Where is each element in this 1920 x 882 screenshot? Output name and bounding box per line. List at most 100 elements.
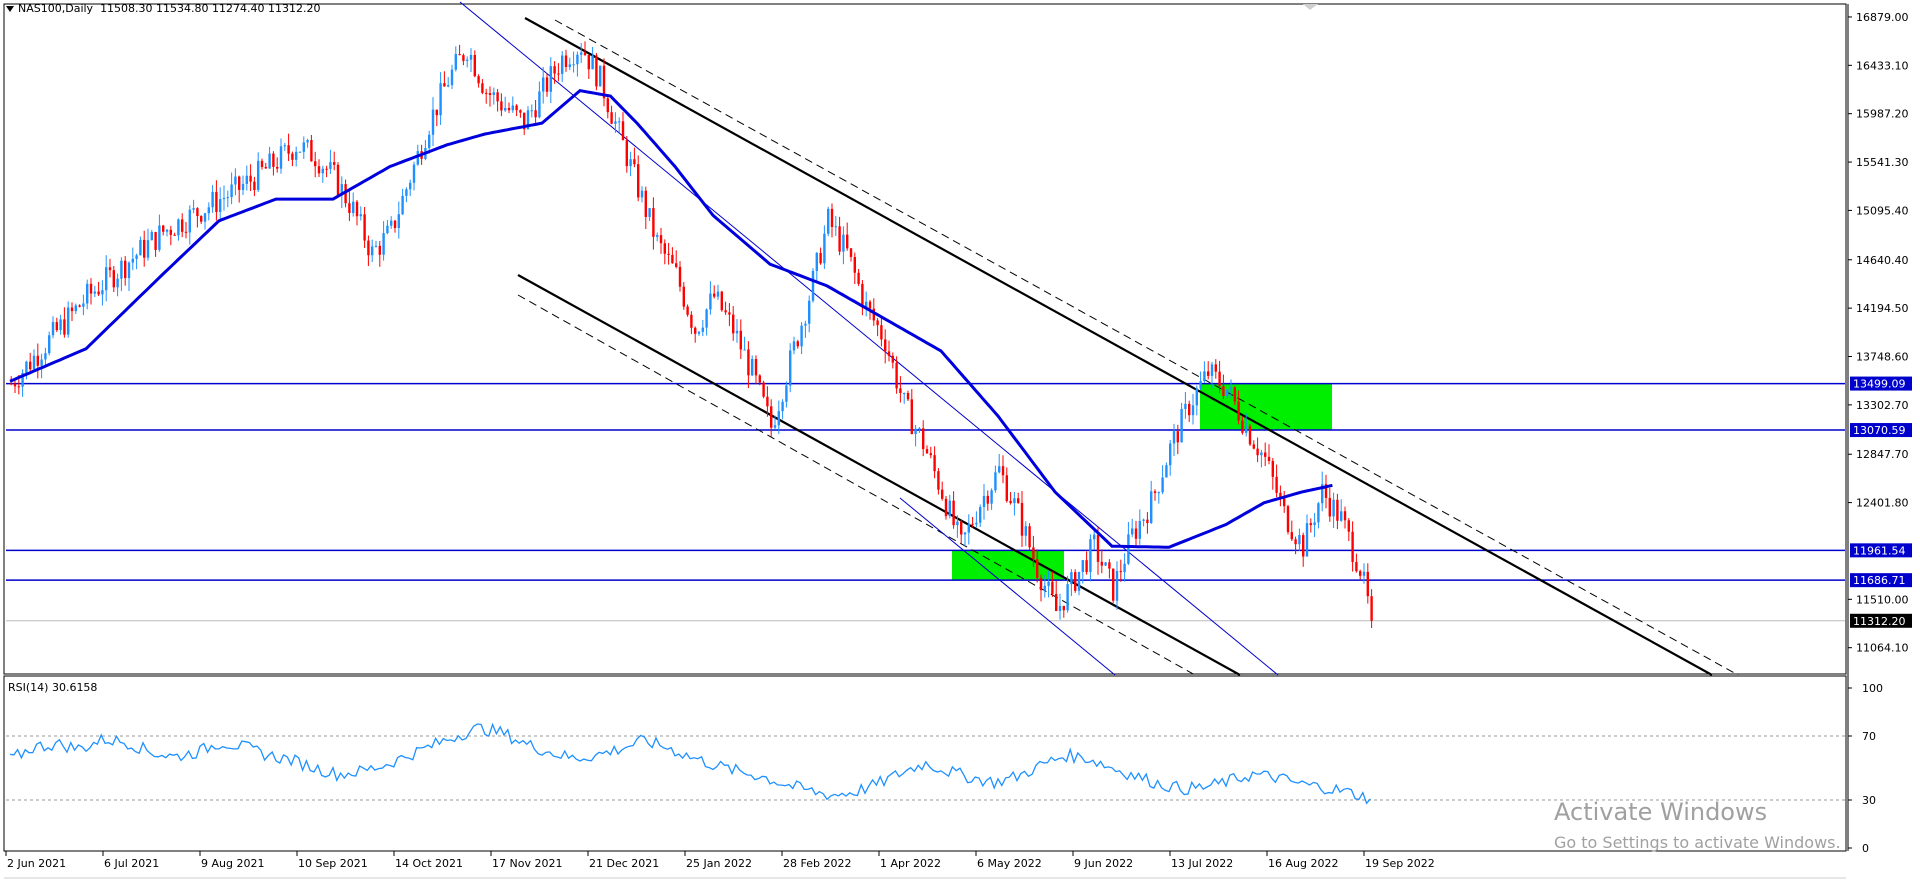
- candle-body: [131, 258, 134, 263]
- candle-body: [621, 121, 625, 141]
- time-tick-label: 17 Nov 2021: [492, 857, 562, 870]
- candle-body: [291, 153, 294, 160]
- supply-demand-zones: [952, 383, 1332, 581]
- candle-body: [625, 140, 628, 167]
- candle-body: [830, 208, 834, 227]
- candle-body: [1298, 535, 1301, 545]
- candle-body: [895, 362, 898, 389]
- candle-body: [576, 54, 579, 65]
- candle-body: [82, 303, 85, 307]
- candle-body: [1085, 560, 1088, 572]
- candle-body: [207, 207, 210, 214]
- candle-body: [963, 532, 967, 535]
- candle-body: [154, 232, 157, 250]
- candle-body: [720, 291, 723, 311]
- candle-body: [564, 55, 568, 67]
- candle-body: [899, 388, 902, 394]
- candle-body: [952, 500, 955, 526]
- candle-body: [887, 351, 891, 356]
- candle-body: [967, 523, 970, 533]
- candle-body: [1017, 498, 1020, 503]
- time-tick-label: 25 Jan 2022: [686, 857, 752, 870]
- candle-body: [781, 401, 784, 412]
- candle-body: [249, 175, 252, 182]
- candle-body: [1104, 562, 1107, 566]
- level-price-tag: [1850, 423, 1912, 438]
- time-tick-label: 6 May 2022: [977, 857, 1042, 870]
- candle-body: [192, 208, 195, 210]
- candle-body: [1241, 420, 1244, 433]
- candle-body: [971, 523, 974, 525]
- price-tick-label: 14640.40: [1856, 254, 1909, 267]
- candle-body: [477, 76, 480, 84]
- candle-body: [694, 327, 697, 334]
- candle-body: [549, 66, 552, 92]
- candle-body: [428, 134, 431, 148]
- candle-body: [618, 121, 621, 123]
- mid-channel-line: [459, 1, 1279, 676]
- candle-body: [44, 353, 47, 360]
- candle-body: [279, 146, 283, 169]
- candle-body: [481, 83, 484, 93]
- time-tick-label: 9 Aug 2021: [201, 857, 264, 870]
- candle-body: [534, 110, 537, 118]
- scroll-marker-icon: [1303, 4, 1318, 10]
- candle-body: [276, 166, 279, 169]
- candle-body: [1184, 403, 1187, 409]
- candle-body: [469, 54, 473, 60]
- candle-body: [659, 235, 663, 244]
- price-tick-label: 11064.10: [1856, 642, 1909, 655]
- candle-body: [861, 283, 864, 307]
- candle-body: [1108, 562, 1111, 569]
- candle-body: [158, 225, 161, 250]
- candle-body: [1336, 499, 1339, 521]
- candle-body: [1305, 523, 1309, 557]
- candle-body: [713, 293, 716, 297]
- candle-body: [371, 246, 374, 256]
- candle-body: [1203, 371, 1206, 382]
- candle-body: [1229, 387, 1233, 390]
- candle-body: [268, 153, 271, 169]
- candle-body: [264, 166, 267, 169]
- level-price-tag: [1850, 573, 1912, 588]
- candle-body: [557, 73, 560, 75]
- time-tick-label: 1 Apr 2022: [880, 857, 941, 870]
- candle-body: [663, 243, 666, 254]
- candle-body: [10, 383, 13, 385]
- level-price-tag: [1850, 376, 1912, 391]
- candle-body: [865, 301, 868, 307]
- candle-body: [792, 341, 796, 351]
- candle-body: [644, 190, 647, 217]
- dropdown-triangle-icon[interactable]: [6, 6, 14, 12]
- candle-body: [1093, 534, 1096, 540]
- candle-body: [785, 385, 788, 402]
- candle-body: [260, 160, 264, 167]
- candle-body: [55, 322, 58, 331]
- candle-body: [184, 231, 188, 233]
- candle-body: [196, 208, 199, 217]
- candle-body: [709, 293, 712, 310]
- candle-body: [59, 319, 62, 331]
- candle-body: [846, 234, 849, 249]
- candle-body: [789, 350, 792, 386]
- candle-body: [504, 107, 507, 111]
- candle-body: [948, 500, 951, 517]
- candle-body: [1089, 539, 1092, 572]
- candle-body: [70, 307, 74, 312]
- candle-body: [13, 383, 17, 387]
- candle-body: [823, 233, 826, 264]
- candle-body: [678, 266, 682, 287]
- candle-body: [766, 396, 769, 407]
- candle-body: [515, 105, 518, 111]
- candle-body: [139, 239, 142, 256]
- candle-body: [614, 121, 617, 124]
- candle-body: [78, 305, 81, 307]
- candle-body: [234, 176, 237, 185]
- candle-body: [283, 145, 286, 147]
- price-tick-label: 15987.20: [1856, 108, 1909, 121]
- candle-body: [1146, 519, 1149, 524]
- candle-body: [298, 151, 302, 153]
- candle-body: [819, 253, 822, 264]
- candle-body: [74, 305, 77, 312]
